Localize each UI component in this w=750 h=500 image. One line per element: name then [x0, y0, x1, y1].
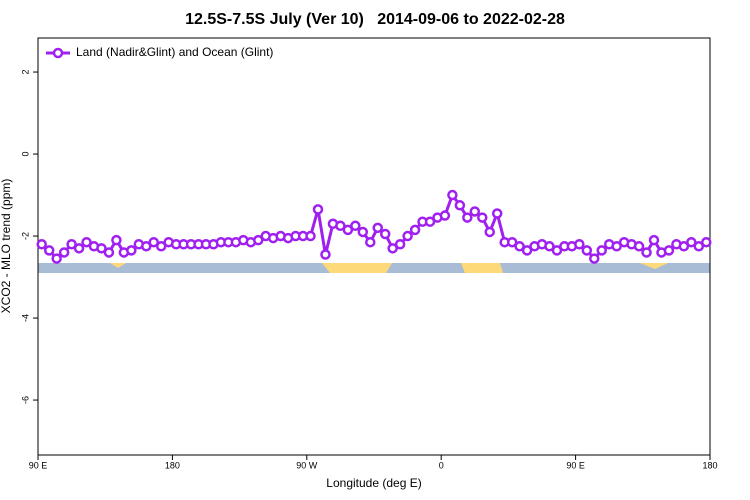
data-point [126, 245, 137, 256]
land-ocean-strip [38, 263, 710, 273]
data-point [439, 210, 451, 221]
data-point [103, 247, 115, 258]
data-point [686, 236, 697, 248]
y-tick-label: -2 [20, 232, 30, 240]
data-point [693, 241, 705, 252]
y-tick-label: -4 [20, 314, 30, 322]
x-tick-label: 0 [439, 460, 444, 470]
data-point [491, 208, 503, 219]
data-point [387, 243, 398, 254]
data-point [305, 230, 316, 242]
y-axis-label: XCO2 - MLO trend (ppm) [0, 179, 13, 314]
data-point [484, 226, 495, 238]
data-point [350, 220, 361, 232]
data-point [111, 234, 122, 246]
data-point [506, 236, 518, 248]
data-point [36, 238, 47, 250]
data-point [66, 238, 77, 250]
data-point [477, 212, 488, 223]
data-point [551, 245, 563, 256]
legend-marker [52, 47, 64, 59]
data-point [678, 241, 690, 252]
data-point [633, 241, 645, 252]
data-point [641, 247, 652, 258]
data-point [402, 230, 413, 242]
data-point [544, 241, 555, 252]
data-point [701, 236, 712, 248]
data-point [43, 245, 55, 256]
data-point [574, 238, 585, 250]
land-africa [461, 263, 503, 273]
x-tick-label: 90 W [296, 460, 318, 470]
data-point [58, 247, 70, 258]
chart-title: 12.5S-7.5S July (Ver 10) 2014-09-06 to 2… [185, 11, 565, 28]
data-point [596, 245, 607, 256]
data-point [81, 236, 92, 248]
x-tick-label: 180 [702, 460, 717, 470]
data-point [365, 236, 376, 248]
data-point [663, 245, 675, 256]
data-point [253, 234, 264, 246]
data-point [335, 220, 346, 232]
data-point [155, 241, 167, 252]
data-point [424, 216, 436, 227]
y-tick-label: 2 [20, 70, 30, 75]
legend-label: Land (Nadir&Glint) and Ocean (Glint) [76, 45, 273, 59]
data-point [447, 189, 458, 201]
data-point [379, 228, 391, 240]
data-point [611, 241, 622, 252]
x-tick-label: 180 [165, 460, 180, 470]
data-point [514, 241, 525, 252]
land-islands [110, 263, 126, 268]
data-point [581, 245, 593, 256]
data-point [394, 238, 406, 250]
x-tick-label: 90 E [29, 460, 48, 470]
data-point [454, 200, 466, 211]
y-tick-label: 0 [20, 152, 30, 157]
data-point [521, 245, 533, 256]
data-point [357, 226, 369, 238]
data-point [648, 234, 660, 246]
data-point [312, 204, 324, 215]
land-islands [640, 263, 668, 269]
y-tick-label: -6 [20, 396, 30, 404]
data-point [141, 241, 152, 252]
x-tick-label: 90 E [566, 460, 585, 470]
x-axis-label: Longitude (deg E) [326, 476, 421, 490]
data-point [469, 206, 481, 217]
data-point [342, 224, 354, 236]
land-south-america [322, 263, 392, 273]
data-point [320, 249, 331, 260]
data-point [589, 253, 600, 264]
data-point [73, 243, 85, 254]
data-point [462, 212, 473, 223]
data-point [372, 222, 383, 234]
data-point [51, 253, 62, 264]
data-point [148, 236, 159, 248]
data-point [96, 243, 107, 254]
data-point [409, 224, 421, 236]
